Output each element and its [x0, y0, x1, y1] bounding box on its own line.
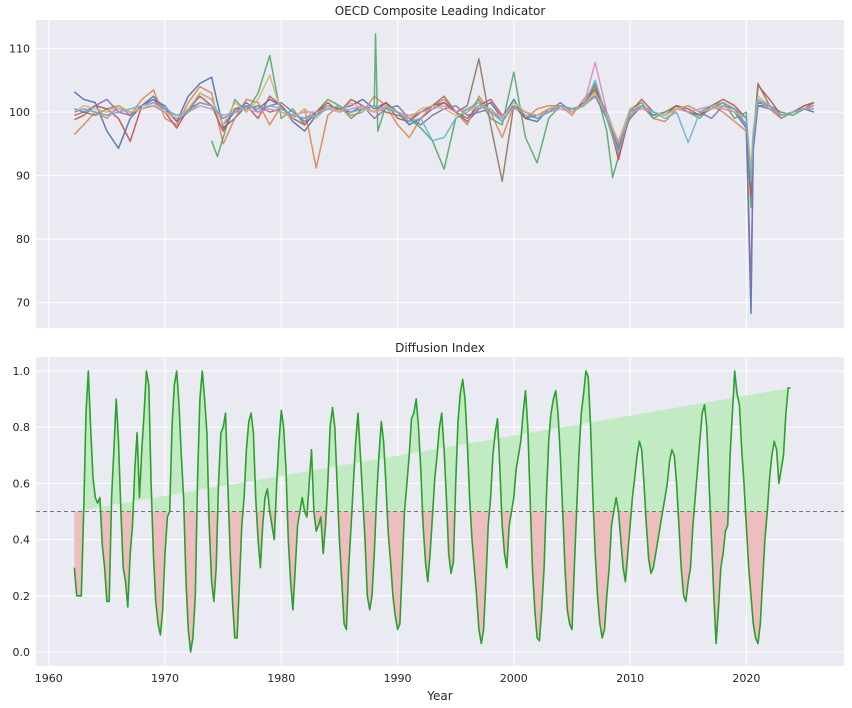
- cli-y-tick-label: 80: [16, 233, 30, 246]
- diffusion-x-tick-label: 1990: [384, 672, 412, 685]
- diffusion-x-tick-label: 1980: [267, 672, 295, 685]
- diffusion-line-group: [73, 370, 791, 653]
- cli-series-line-9: [74, 79, 814, 183]
- cli-chart-title: OECD Composite Leading Indicator: [335, 4, 546, 18]
- diffusion-y-tick-label: 1.0: [13, 365, 31, 378]
- cli-series-line-8: [73, 74, 814, 170]
- cli-y-tick-label: 110: [9, 43, 30, 56]
- cli-y-tick-label: 70: [16, 297, 30, 310]
- diffusion-chart-title: Diffusion Index: [395, 341, 485, 355]
- cli-series-group: [73, 33, 815, 315]
- diffusion-y-tick-label: 0.0: [13, 646, 31, 659]
- diffusion-index-line: [73, 370, 791, 653]
- cli-y-tick-label: 90: [16, 170, 30, 183]
- diffusion-x-tick-label: 2020: [732, 672, 760, 685]
- cli-panel: 70 80 90 100 110 OECD Composite Leading Indi…: [9, 4, 844, 328]
- diffusion-x-tick-labels: 1960 1970 1980 1990 2000 2010 2020: [35, 672, 761, 685]
- diffusion-fill-group: [74, 371, 791, 652]
- cli-plot-background: [36, 20, 844, 328]
- diffusion-y-tick-labels: 0.0 0.2 0.4 0.6 0.8 1.0: [13, 365, 31, 659]
- diffusion-x-tick-label: 1970: [151, 672, 179, 685]
- diffusion-panel: 0.0 0.2 0.4 0.6 0.8 1.0 1960 1970 1980 1990 2000 2…: [13, 341, 844, 703]
- diffusion-fill-above: [74, 371, 791, 512]
- diffusion-y-tick-label: 0.2: [13, 590, 31, 603]
- cli-series-line-3: [210, 33, 815, 209]
- diffusion-x-axis-label: Year: [426, 689, 452, 703]
- cli-y-tick-labels: 70 80 90 100 110: [9, 43, 30, 310]
- diffusion-fill-below: [74, 511, 791, 652]
- diffusion-y-tick-label: 0.6: [13, 477, 31, 490]
- diffusion-x-tick-label: 2000: [500, 672, 528, 685]
- diffusion-y-tick-label: 0.8: [13, 421, 31, 434]
- diffusion-x-tick-label: 2010: [616, 672, 644, 685]
- diffusion-x-tick-label: 1960: [35, 672, 63, 685]
- diffusion-y-tick-label: 0.4: [13, 534, 31, 547]
- cli-y-tick-label: 100: [9, 106, 30, 119]
